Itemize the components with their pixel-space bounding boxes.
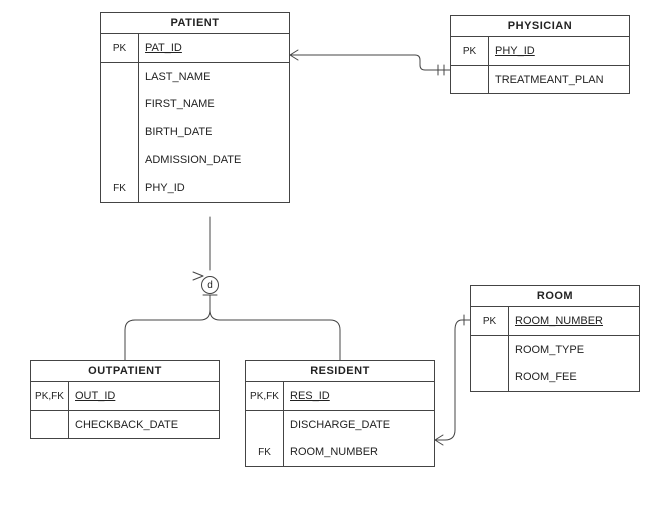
entity-title: ROOM [471,286,639,307]
attr-cell: ROOM_NUMBER [284,438,434,466]
key-cell [246,410,283,438]
key-cell: FK [101,174,138,202]
entity-physician: PHYSICIAN PK PHY_ID TREATMEANT_PLAN [450,15,630,94]
key-cell: PK [451,37,488,65]
entity-room: ROOM PK ROOM_NUMBER ROOM_TYPE ROOM_FEE [470,285,640,392]
key-cell [471,335,508,363]
er-diagram-canvas: PATIENT PK FK PAT_ID LAST_NAME FIRST_NAM… [0,0,651,511]
entity-patient: PATIENT PK FK PAT_ID LAST_NAME FIRST_NAM… [100,12,290,203]
attr-cell: PHY_ID [139,174,289,202]
key-cell [451,65,488,93]
entity-resident: RESIDENT PK,FK FK RES_ID DISCHARGE_DATE … [245,360,435,467]
key-cell: PK,FK [31,382,68,410]
key-cell: PK [471,307,508,335]
entity-title: OUTPATIENT [31,361,219,382]
key-cell: PK,FK [246,382,283,410]
attr-cell: FIRST_NAME [139,90,289,118]
attr-cell: CHECKBACK_DATE [69,410,219,438]
key-cell [471,363,508,391]
disjoint-label: d [207,280,213,291]
entity-title: PHYSICIAN [451,16,629,37]
key-cell [31,410,68,438]
attr-cell: OUT_ID [69,382,219,410]
attr-cell: ROOM_NUMBER [509,307,639,335]
entity-outpatient: OUTPATIENT PK,FK OUT_ID CHECKBACK_DATE [30,360,220,439]
key-cell [101,62,138,90]
attr-cell: ROOM_FEE [509,363,639,391]
attr-cell: ADMISSION_DATE [139,146,289,174]
attr-cell: TREATMEANT_PLAN [489,65,629,93]
attr-cell: BIRTH_DATE [139,118,289,146]
attr-cell: LAST_NAME [139,62,289,90]
attr-cell: ROOM_TYPE [509,335,639,363]
key-cell: PK [101,34,138,62]
entity-title: PATIENT [101,13,289,34]
disjoint-symbol: d [201,276,219,294]
attr-cell: PAT_ID [139,34,289,62]
key-cell [101,118,138,146]
attr-cell: RES_ID [284,382,434,410]
key-cell [101,90,138,118]
attr-cell: DISCHARGE_DATE [284,410,434,438]
attr-cell: PHY_ID [489,37,629,65]
entity-title: RESIDENT [246,361,434,382]
key-cell: FK [246,438,283,466]
key-cell [101,146,138,174]
